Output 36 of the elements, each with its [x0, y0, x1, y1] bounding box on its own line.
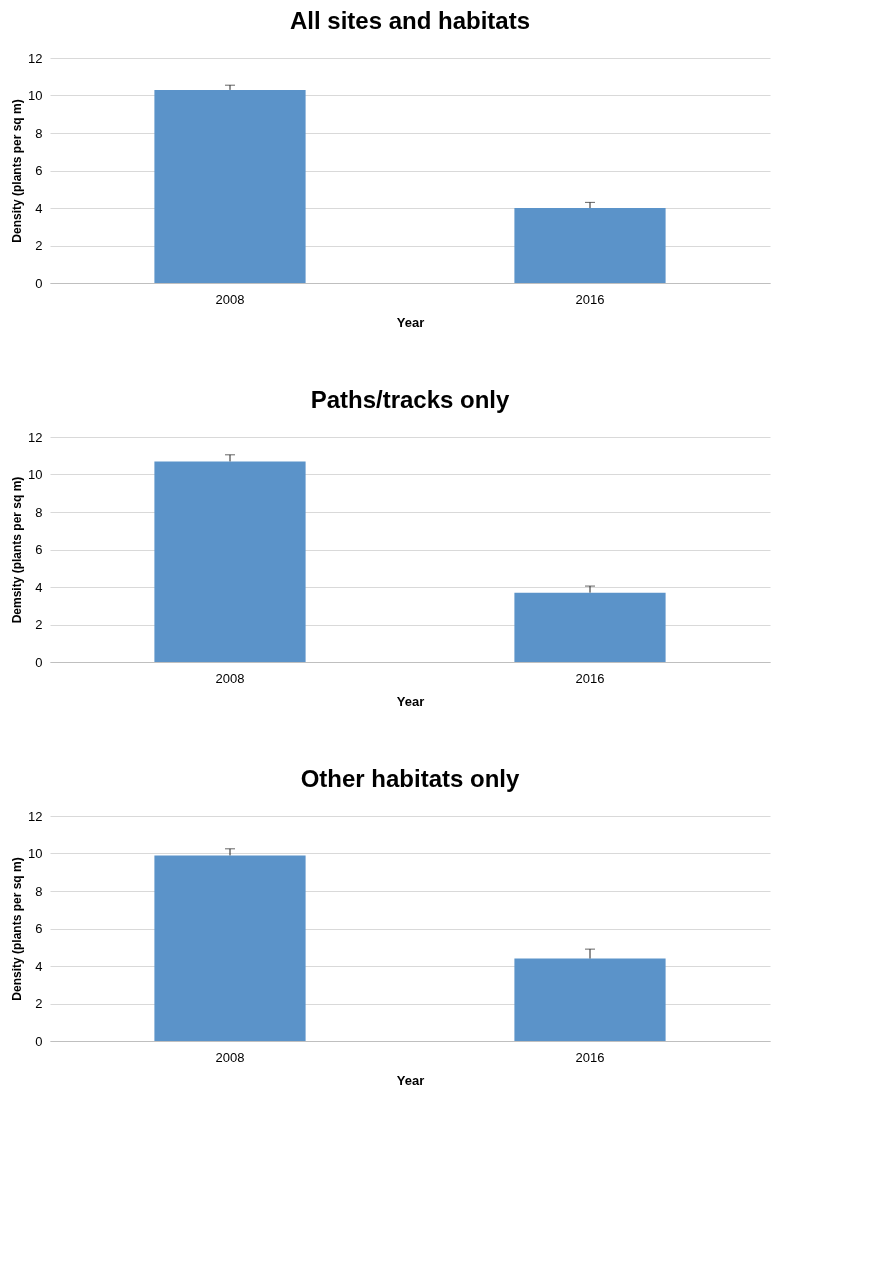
x-tick-label: 2016 — [575, 670, 605, 686]
y-axis-title: Density (plants per sq m) — [10, 857, 25, 1001]
chart-title: Other habitats only — [300, 765, 520, 792]
y-tick-label: 0 — [35, 1033, 43, 1049]
y-tick-label: 6 — [35, 163, 43, 178]
x-axis-title: Year — [396, 693, 425, 709]
y-tick-label: 8 — [35, 883, 43, 899]
y-tick-label: 2 — [35, 238, 43, 253]
x-axis-title: Year — [396, 314, 425, 330]
y-tick-label: 6 — [35, 542, 43, 557]
y-axis-title: Density (plants per sq m) — [10, 99, 25, 243]
x-tick-label: 2008 — [215, 291, 245, 307]
x-tick-label: 2016 — [575, 291, 605, 307]
y-tick-label: 10 — [28, 88, 43, 103]
x-axis-title: Year — [396, 1072, 425, 1088]
y-tick-label: 8 — [35, 125, 43, 141]
y-tick-label: 6 — [35, 921, 43, 936]
y-tick-label: 10 — [28, 846, 43, 861]
y-tick-label: 10 — [28, 467, 43, 482]
y-tick-label: 2 — [35, 617, 43, 632]
chart-title: Paths/tracks only — [310, 386, 511, 413]
y-tick-label: 12 — [28, 808, 43, 824]
y-axis-title: Demsity (plants per sq m) — [10, 476, 25, 624]
y-tick-label: 8 — [35, 504, 43, 520]
x-tick-label: 2016 — [575, 1049, 605, 1065]
y-tick-label: 12 — [28, 429, 43, 445]
y-tick-label: 0 — [35, 275, 43, 291]
y-tick-label: 0 — [35, 654, 43, 670]
y-tick-label: 4 — [35, 200, 43, 216]
y-tick-label: 4 — [35, 579, 43, 595]
x-tick-label: 2008 — [215, 670, 245, 686]
y-tick-label: 12 — [28, 50, 43, 66]
x-tick-label: 2008 — [215, 1049, 245, 1065]
chart-title: All sites and habitats — [289, 7, 531, 34]
y-tick-label: 4 — [35, 958, 43, 974]
y-tick-label: 2 — [35, 996, 43, 1011]
